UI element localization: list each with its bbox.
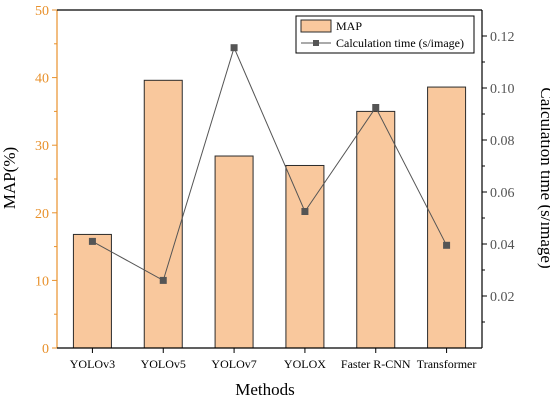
y-tick-label: 10: [35, 274, 49, 289]
bar: [285, 164, 325, 349]
y2-tick-label: 0.08: [490, 134, 515, 149]
y-tick-label: 40: [35, 72, 49, 87]
x-tick-label: YOLOv7: [211, 357, 256, 371]
y-tick-label: 20: [35, 207, 49, 222]
bar-series: [72, 79, 467, 349]
bar: [356, 110, 396, 349]
y2-tick-label: 0.12: [490, 30, 515, 45]
y2-tick-label: 0.06: [490, 186, 515, 201]
line-path: [92, 46, 448, 282]
y2-tick-label: 0.02: [490, 290, 515, 305]
y-tick-label: 50: [35, 4, 49, 19]
x-axis-title: Methods: [235, 380, 295, 399]
bar: [427, 86, 467, 349]
x-tick-label: YOLOv5: [141, 357, 186, 371]
legend-label-map: MAP: [336, 19, 362, 33]
y2-axis-title: Calculation time (s/image): [537, 87, 550, 268]
y-tick-label: 0: [42, 342, 49, 357]
line-point: [301, 208, 309, 215]
bar: [143, 79, 183, 349]
y-tick-label: 30: [35, 139, 49, 154]
line-series: [88, 44, 451, 284]
bar: [214, 155, 254, 349]
line-point: [372, 104, 380, 111]
x-tick-label: Faster R-CNN: [341, 357, 411, 371]
y2-tick-label: 0.10: [490, 82, 515, 97]
x-tick-label: YOLOv3: [70, 357, 115, 371]
y2-tick-label: 0.04: [490, 238, 515, 253]
line-point: [443, 241, 451, 249]
legend-label-calc-time: Calculation time (s/image): [336, 36, 464, 50]
y-axis-title: MAP(%): [0, 147, 19, 209]
bar: [72, 233, 112, 349]
legend-swatch-map: [300, 19, 332, 33]
line-point: [159, 276, 167, 284]
legend: MAP Calculation time (s/image): [295, 15, 475, 54]
legend-marker-calc-time: [313, 40, 319, 46]
line-point: [88, 237, 96, 245]
axes: 0 10 20 30 40 50 0.02 0.04 0.06 0.08 0.10 0.12 YOLOv…: [35, 4, 515, 371]
line-point: [230, 44, 238, 52]
x-tick-label: Transformer: [417, 357, 477, 371]
x-tick-label: YOLOX: [284, 357, 326, 371]
